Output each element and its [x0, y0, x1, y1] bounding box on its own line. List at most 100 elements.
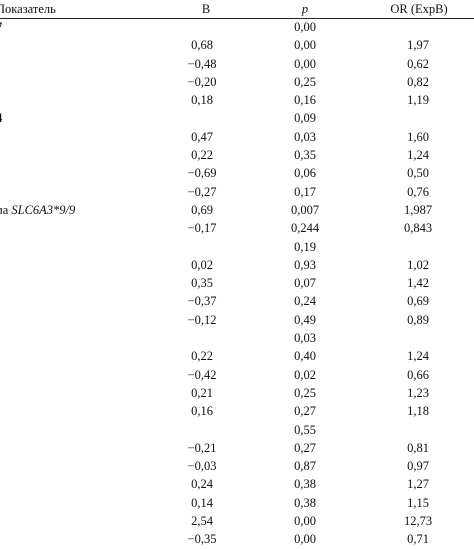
table-row: 0,14 0,38 1,15 — [0, 494, 474, 512]
table-row: 70,00 — [0, 18, 474, 36]
cell-b: 0,18 — [191, 93, 213, 108]
cell-p: 0,38 — [294, 495, 316, 510]
header-p: p — [301, 2, 309, 16]
cell-p: 0,27 — [294, 440, 316, 455]
cell-p: 0,19 — [294, 239, 316, 254]
table-row: 0,47 0,03 1,60 — [0, 128, 474, 146]
cell-b: 0,14 — [191, 495, 213, 510]
cell-b: −0,21 — [187, 440, 217, 455]
cell-p: 0,00 — [294, 514, 316, 529]
cell-or: 1,15 — [407, 495, 429, 510]
table-row: −0,42 0,02 0,66 — [0, 366, 474, 384]
cell-or: 0,62 — [407, 56, 429, 71]
cell-or: 0,89 — [407, 312, 429, 327]
table-row: па SLC6A3*9/9 0,69 0,007 1,987 — [0, 201, 474, 219]
cell-b: 2,54 — [191, 514, 213, 529]
cell-p: 0,07 — [294, 276, 316, 291]
cell-p: 0,27 — [294, 404, 316, 419]
row-label-gene: SLC6A3*9/9 — [11, 202, 76, 217]
cell-p: 0,244 — [290, 221, 320, 236]
cell-or: 1,60 — [407, 129, 429, 144]
cell-b: 0,02 — [191, 257, 213, 272]
cell-p: 0,38 — [294, 477, 316, 492]
cell-p: 0,00 — [294, 56, 316, 71]
cell-p: 0,93 — [294, 257, 316, 272]
cell-or: 0,50 — [407, 166, 429, 181]
header-b: B — [201, 2, 211, 16]
table-row: 0,22 0,35 1,24 — [0, 146, 474, 164]
cell-b: −0,27 — [187, 184, 217, 199]
cell-or: 0,97 — [407, 459, 429, 474]
cell-b: −0,48 — [187, 56, 217, 71]
row-label: 4 — [0, 110, 2, 126]
cell-p: 0,007 — [290, 202, 320, 217]
cell-p: 0,55 — [294, 422, 316, 437]
cell-b: −0,20 — [187, 74, 217, 89]
row-label: па SLC6A3*9/9 — [0, 202, 76, 217]
table-row: 0,22 0,40 1,24 — [0, 347, 474, 365]
cell-p: 0,00 — [294, 20, 316, 34]
cell-b: 0,21 — [191, 385, 213, 400]
cell-b: 0,47 — [191, 129, 213, 144]
table-body: 70,000,680,001,97−0,480,000,62−0,200,250… — [0, 18, 474, 549]
header-or: OR (ExpB) — [390, 2, 448, 16]
table-row: 2,54 0,00 12,73 — [0, 512, 474, 530]
cell-p: 0,16 — [294, 93, 316, 108]
cell-b: −0,03 — [187, 459, 217, 474]
cell-or: 1,24 — [407, 349, 429, 364]
cell-p: 0,35 — [294, 148, 316, 163]
cell-or: 0,66 — [407, 367, 429, 382]
table-row: −0,03 0,87 0,97 — [0, 457, 474, 475]
cell-p: 0,17 — [294, 184, 316, 199]
cell-or: 1,27 — [407, 477, 429, 492]
header-label: Показатель — [0, 2, 56, 16]
table-row: 0,35 0,07 1,42 — [0, 274, 474, 292]
cell-or: 1,02 — [407, 257, 429, 272]
cell-or: 1,18 — [407, 404, 429, 419]
table-row: 0,18 0,16 1,19 — [0, 91, 474, 109]
row-label: 7 — [0, 19, 2, 35]
table-row: 0,21 0,25 1,23 — [0, 384, 474, 402]
table-row: 0,55 — [0, 421, 474, 439]
cell-b: 0,22 — [191, 148, 213, 163]
cell-p: 0,03 — [294, 331, 316, 346]
table-row: −0,35 0,00 0,71 — [0, 530, 474, 548]
cell-p: 0,09 — [294, 111, 316, 126]
cell-p: 0,06 — [294, 166, 316, 181]
cell-b: 0,22 — [191, 349, 213, 364]
cell-or: 0,81 — [407, 440, 429, 455]
cell-b: 0,68 — [191, 38, 213, 53]
cell-or: 1,97 — [407, 38, 429, 53]
table-row: −0,17 0,244 0,843 — [0, 219, 474, 237]
cell-or: 1,23 — [407, 385, 429, 400]
cell-p: 0,00 — [294, 38, 316, 53]
cell-or: 1,987 — [403, 202, 433, 217]
cell-or: 1,42 — [407, 276, 429, 291]
cell-b: −0,42 — [187, 367, 217, 382]
table-row: −0,20 0,25 0,82 — [0, 73, 474, 91]
cell-p: 0,02 — [294, 367, 316, 382]
cell-b: −0,12 — [187, 312, 217, 327]
cell-b: −0,17 — [187, 221, 217, 236]
table-header: Показатель B p OR (ExpB) — [0, 0, 474, 19]
cell-b: −0,37 — [187, 294, 217, 309]
table-row: 0,19 — [0, 238, 474, 256]
table-row: 0,16 0,27 1,18 — [0, 402, 474, 420]
cell-or: 1,24 — [407, 148, 429, 163]
table-row: −0,12 0,49 0,89 — [0, 311, 474, 329]
cell-b: 0,24 — [191, 477, 213, 492]
cell-or: 0,82 — [407, 74, 429, 89]
cell-b: 0,16 — [191, 404, 213, 419]
cell-p: 0,03 — [294, 129, 316, 144]
table-row: 40,09 — [0, 109, 474, 127]
cell-b: −0,35 — [187, 532, 217, 547]
cell-p: 0,25 — [294, 385, 316, 400]
cell-or: 0,71 — [407, 532, 429, 547]
table-row: −0,21 0,27 0,81 — [0, 439, 474, 457]
cell-or: 0,69 — [407, 294, 429, 309]
table-row: −0,48 0,00 0,62 — [0, 55, 474, 73]
cell-b: −0,69 — [187, 166, 217, 181]
cell-or: 1,19 — [407, 93, 429, 108]
cell-p: 0,40 — [294, 349, 316, 364]
